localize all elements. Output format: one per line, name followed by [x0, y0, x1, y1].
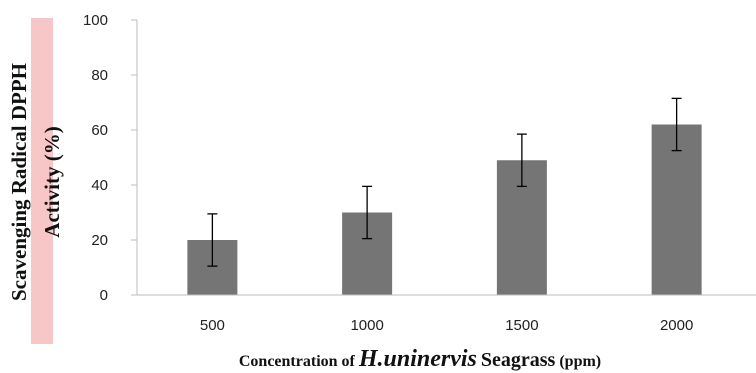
- bars: [187, 124, 702, 295]
- y-axis-ticks: 0 20 40 60 80 100: [83, 12, 137, 304]
- ylabel-highlight: [31, 18, 53, 344]
- x-axis-title-unit: (ppm): [559, 353, 601, 370]
- y-tick-label: 20: [91, 232, 108, 249]
- x-axis-title-species: H.uninervis: [358, 346, 477, 372]
- y-tick-label: 40: [91, 177, 108, 194]
- y-axis-title-line1: Scavenging Radical DPPH: [7, 63, 31, 301]
- y-axis-title: Scavenging Radical DPPH Activity (%): [7, 63, 64, 301]
- x-tick-label: 500: [200, 317, 225, 334]
- error-bars: [207, 97, 682, 267]
- y-tick-label: 100: [83, 12, 108, 29]
- y-tick-label: 60: [91, 122, 108, 139]
- x-tick-label: 1500: [505, 317, 538, 334]
- x-axis-title: Concentration of H.uninervis Seagrass (p…: [239, 346, 601, 372]
- x-axis-title-prefix: Concentration of: [239, 353, 359, 370]
- y-tick-label: 0: [100, 287, 108, 304]
- bar: [651, 124, 702, 295]
- y-tick-label: 80: [91, 67, 108, 84]
- x-axis-ticks: 500 1000 1500 2000: [200, 317, 693, 334]
- x-axis-title-middle: Seagrass: [481, 349, 556, 371]
- x-tick-label: 2000: [660, 317, 693, 334]
- y-axis-title-line2: Activity (%): [40, 126, 64, 237]
- x-tick-label: 1000: [350, 317, 383, 334]
